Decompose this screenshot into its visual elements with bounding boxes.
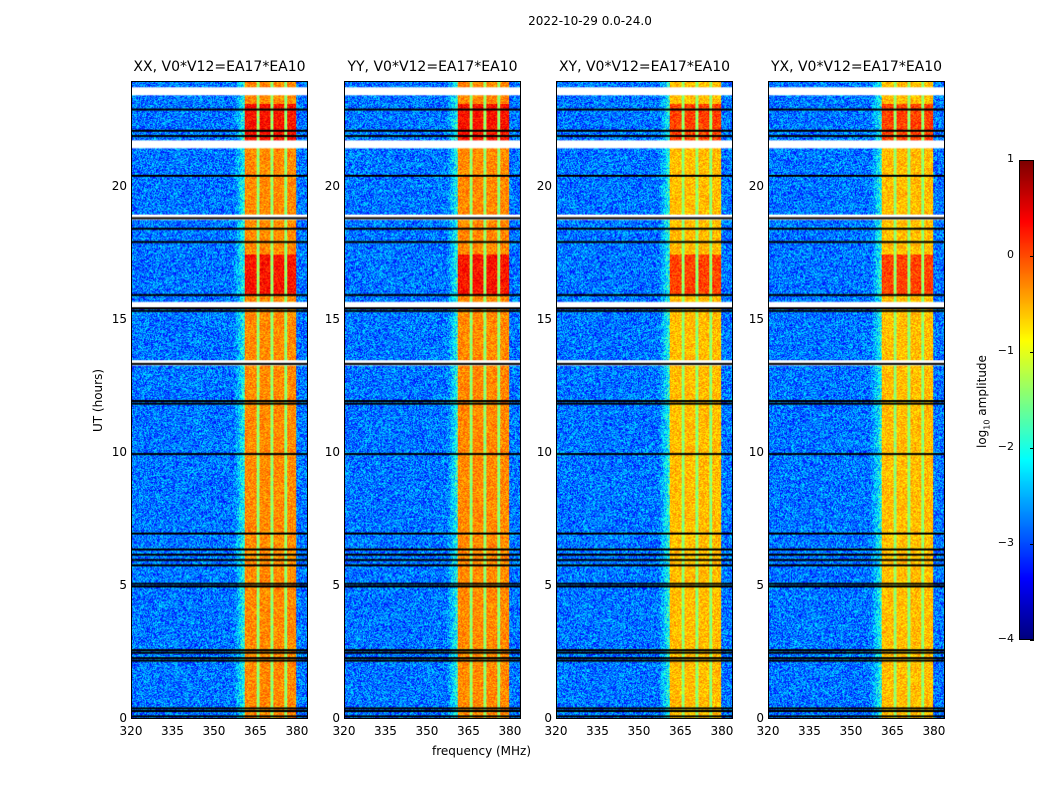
colorbar-tick-label: −4 [997, 632, 1014, 645]
y-tick-label: 20 [111, 179, 127, 194]
x-tick-label: 380 [285, 724, 309, 738]
y-tick-label: 0 [119, 711, 127, 725]
x-tick-label: 380 [498, 724, 522, 738]
x-tick-label: 350 [839, 724, 863, 738]
x-tick-label: 335 [161, 724, 184, 738]
y-tick-label: 15 [536, 312, 552, 327]
x-tick-label: 350 [202, 724, 226, 738]
colorbar-tick-mark [1030, 448, 1034, 449]
x-tick-label: 320 [756, 724, 780, 738]
colorbar [1019, 160, 1034, 640]
x-tick-label: 380 [710, 724, 734, 738]
panel-title-yy: YY, V0*V12=EA17*EA10 [347, 59, 518, 75]
x-tick-label: 350 [627, 724, 651, 738]
x-tick-label: 365 [881, 724, 904, 738]
x-tick-label: 320 [119, 724, 143, 738]
y-axis-label: UT (hours) [91, 368, 105, 432]
y-tick-label: 15 [111, 312, 127, 327]
heatmap-panel-xy [556, 81, 733, 719]
x-tick-label: 365 [669, 724, 692, 738]
heatmap-panel-yx [768, 81, 945, 719]
colorbar-label: log10 amplitude [975, 355, 992, 448]
colorbar-tick-mark [1030, 544, 1034, 545]
colorbar-tick-label: 0 [1007, 248, 1014, 261]
y-tick-label: 0 [756, 711, 764, 725]
panel-title-yx: YX, V0*V12=EA17*EA10 [770, 59, 943, 75]
x-tick-label: 320 [544, 724, 568, 738]
x-tick-label: 365 [457, 724, 480, 738]
colorbar-tick-label: −1 [997, 344, 1014, 357]
y-tick-label: 15 [324, 312, 340, 327]
x-tick-label: 335 [798, 724, 821, 738]
y-tick-label: 5 [332, 578, 340, 593]
x-tick-label: 335 [586, 724, 609, 738]
y-tick-label: 5 [756, 578, 764, 593]
y-tick-label: 20 [324, 179, 340, 194]
x-tick-label: 335 [374, 724, 397, 738]
colorbar-tick-label: 1 [1007, 152, 1014, 165]
colorbar-tick-mark [1030, 160, 1034, 161]
y-tick-label: 20 [536, 179, 552, 194]
y-tick-label: 0 [332, 711, 340, 725]
heatmap-panel-xx [131, 81, 308, 719]
x-tick-label: 320 [332, 724, 356, 738]
heatmap-panel-yy [344, 81, 521, 719]
x-tick-label: 380 [922, 724, 946, 738]
y-tick-label: 10 [111, 445, 127, 460]
x-tick-label: 350 [415, 724, 439, 738]
colorbar-tick-label: −2 [997, 440, 1014, 453]
colorbar-tick-mark [1030, 256, 1034, 257]
y-tick-label: 0 [544, 711, 552, 725]
colorbar-tick-label: −3 [997, 536, 1014, 549]
x-axis-label: frequency (MHz) [432, 744, 532, 758]
colorbar-tick-mark [1030, 352, 1034, 353]
colorbar-tick-mark [1030, 640, 1034, 641]
y-tick-label: 10 [748, 445, 764, 460]
x-tick-label: 365 [244, 724, 267, 738]
panel-title-xy: XY, V0*V12=EA17*EA10 [558, 59, 731, 75]
y-tick-label: 5 [544, 578, 552, 593]
y-tick-label: 10 [536, 445, 552, 460]
y-tick-label: 5 [119, 578, 127, 593]
figure-title: 2022-10-29 0.0-24.0 [528, 14, 652, 28]
y-tick-label: 20 [748, 179, 764, 194]
panel-title-xx: XX, V0*V12=EA17*EA10 [133, 59, 306, 75]
y-tick-label: 10 [324, 445, 340, 460]
y-tick-label: 15 [748, 312, 764, 327]
